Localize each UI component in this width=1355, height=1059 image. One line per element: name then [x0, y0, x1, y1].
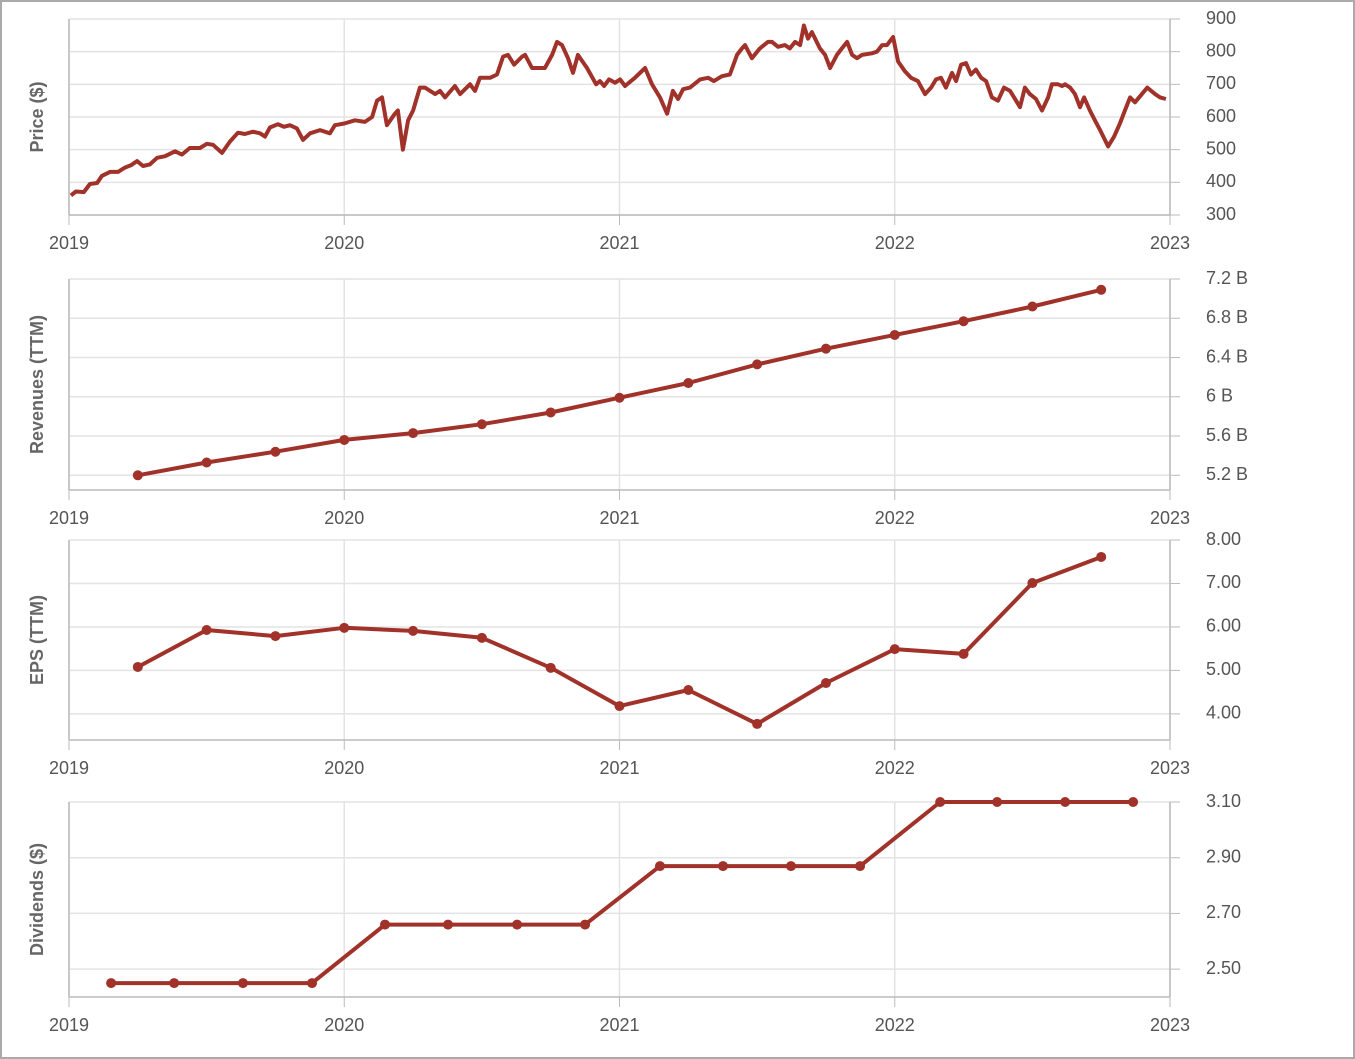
x-tick-label: 2019: [49, 1015, 89, 1035]
point: [935, 797, 946, 807]
y-tick-label: 4.00: [1206, 703, 1241, 723]
point: [654, 861, 665, 872]
point: [683, 378, 694, 389]
point: [237, 978, 248, 989]
y-tick-label: 5.00: [1206, 659, 1241, 679]
point: [270, 631, 281, 642]
y-tick-label: 500: [1206, 138, 1236, 158]
x-tick-label: 2021: [599, 508, 639, 528]
x-tick-label: 2020: [324, 758, 364, 778]
point: [201, 457, 212, 468]
x-tick-label: 2019: [49, 508, 89, 528]
point: [201, 625, 212, 635]
y-tick-label: 5.6 B: [1206, 425, 1248, 445]
x-tick-label: 2023: [1150, 508, 1190, 528]
point: [614, 701, 625, 712]
point: [106, 978, 117, 989]
x-tick-label: 2019: [49, 233, 89, 253]
y-tick-label: 7.00: [1206, 572, 1241, 592]
x-tick-label: 2021: [599, 758, 639, 778]
point: [683, 685, 694, 695]
y-tick-label: 6 B: [1206, 386, 1233, 406]
y-tick-label: 2.90: [1206, 846, 1241, 866]
y-tick-label: 800: [1206, 40, 1236, 60]
point: [752, 359, 763, 370]
point: [169, 978, 180, 989]
point: [785, 861, 796, 872]
point: [889, 644, 900, 655]
y-tick-label: 2.70: [1206, 902, 1241, 922]
y-axis-label: Dividends ($): [27, 843, 47, 956]
point: [1027, 578, 1038, 589]
y-tick-label: 5.2 B: [1206, 464, 1248, 484]
point: [408, 428, 419, 439]
x-tick-label: 2022: [875, 508, 915, 528]
x-tick-label: 2022: [875, 233, 915, 253]
point: [339, 434, 350, 445]
y-axis-label: Revenues (TTM): [27, 315, 47, 454]
point: [855, 861, 866, 872]
point: [717, 861, 728, 872]
point: [1096, 284, 1107, 295]
series-line: [111, 800, 1134, 986]
y-tick-label: 6.00: [1206, 616, 1241, 636]
x-tick-label: 2022: [875, 758, 915, 778]
y-tick-label: 8.00: [1206, 529, 1241, 549]
point: [1027, 301, 1038, 312]
point: [820, 343, 831, 354]
x-tick-label: 2023: [1150, 233, 1190, 253]
point: [1096, 551, 1107, 562]
point: [580, 919, 591, 930]
x-tick-label: 2020: [324, 233, 364, 253]
point: [476, 419, 487, 430]
y-tick-label: 6.8 B: [1206, 307, 1248, 327]
y-tick-label: 2.50: [1206, 958, 1241, 978]
point: [307, 978, 318, 989]
y-tick-label: 3.10: [1206, 791, 1241, 811]
point: [476, 632, 487, 643]
y-tick-label: 7.2 B: [1206, 268, 1248, 288]
point: [132, 470, 143, 481]
point: [1060, 797, 1071, 807]
y-tick-label: 700: [1206, 73, 1236, 93]
series-line: [69, 23, 1167, 197]
y-tick-label: 600: [1206, 106, 1236, 126]
point: [545, 407, 556, 418]
point: [443, 919, 454, 930]
x-tick-label: 2020: [324, 508, 364, 528]
point: [379, 919, 390, 930]
x-tick-label: 2020: [324, 1015, 364, 1035]
x-tick-label: 2021: [599, 233, 639, 253]
y-tick-label: 300: [1206, 204, 1236, 224]
point: [992, 797, 1003, 807]
x-tick-label: 2023: [1150, 758, 1190, 778]
point: [132, 661, 143, 672]
point: [545, 662, 556, 673]
y-axis-label: Price ($): [27, 81, 47, 152]
y-tick-label: 900: [1206, 8, 1236, 28]
point: [408, 625, 419, 636]
y-tick-label: 400: [1206, 171, 1236, 191]
point: [614, 392, 625, 403]
x-tick-label: 2021: [599, 1015, 639, 1035]
point: [958, 316, 969, 327]
y-tick-label: 6.4 B: [1206, 346, 1248, 366]
x-tick-label: 2023: [1150, 1015, 1190, 1035]
point: [1128, 797, 1139, 807]
point: [339, 622, 350, 633]
x-tick-label: 2019: [49, 758, 89, 778]
point: [958, 648, 969, 659]
point: [270, 446, 281, 457]
point: [512, 919, 523, 930]
y-axis-label: EPS (TTM): [27, 595, 47, 685]
point: [820, 678, 831, 689]
point: [752, 718, 763, 729]
point: [889, 329, 900, 340]
x-tick-label: 2022: [875, 1015, 915, 1035]
